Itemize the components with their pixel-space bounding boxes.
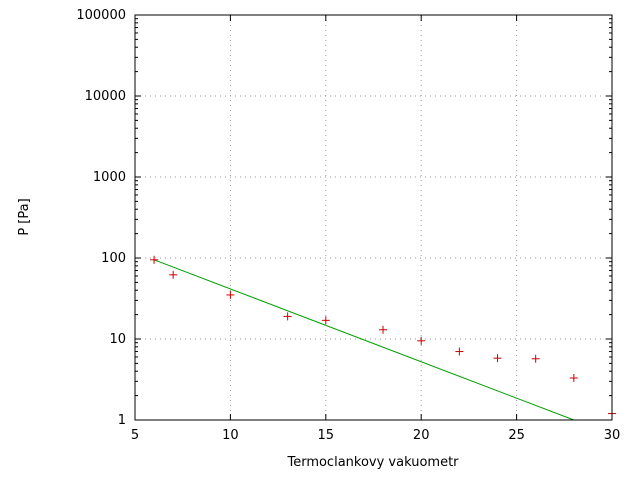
y-tick-label: 10000	[85, 89, 126, 104]
data-point	[226, 290, 235, 299]
x-axis-label: Termoclankovy vakuometr	[286, 455, 459, 470]
x-tick-label: 5	[131, 428, 139, 443]
x-tick-label: 30	[604, 428, 621, 443]
data-point	[417, 336, 426, 345]
y-tick-label: 100000	[76, 8, 126, 23]
data-point	[493, 354, 502, 363]
data-point	[169, 270, 178, 279]
data-point	[569, 374, 578, 383]
data-point	[150, 255, 159, 264]
y-tick-label: 1000	[93, 170, 126, 185]
y-tick-label: 10	[109, 332, 126, 347]
y-tick-label: 100	[101, 251, 126, 266]
x-tick-label: 10	[222, 428, 239, 443]
y-tick-label: 1	[118, 413, 126, 428]
x-tick-label: 20	[413, 428, 430, 443]
data-point	[455, 347, 464, 356]
data-point	[283, 312, 292, 321]
plot-border	[134, 14, 613, 421]
y-axis-label: P [Pa]	[17, 198, 32, 235]
x-tick-label: 25	[508, 428, 525, 443]
data-point	[379, 325, 388, 334]
fit-line	[153, 259, 575, 421]
x-tick-label: 15	[318, 428, 335, 443]
data-point	[531, 354, 540, 363]
data-point	[321, 316, 330, 325]
